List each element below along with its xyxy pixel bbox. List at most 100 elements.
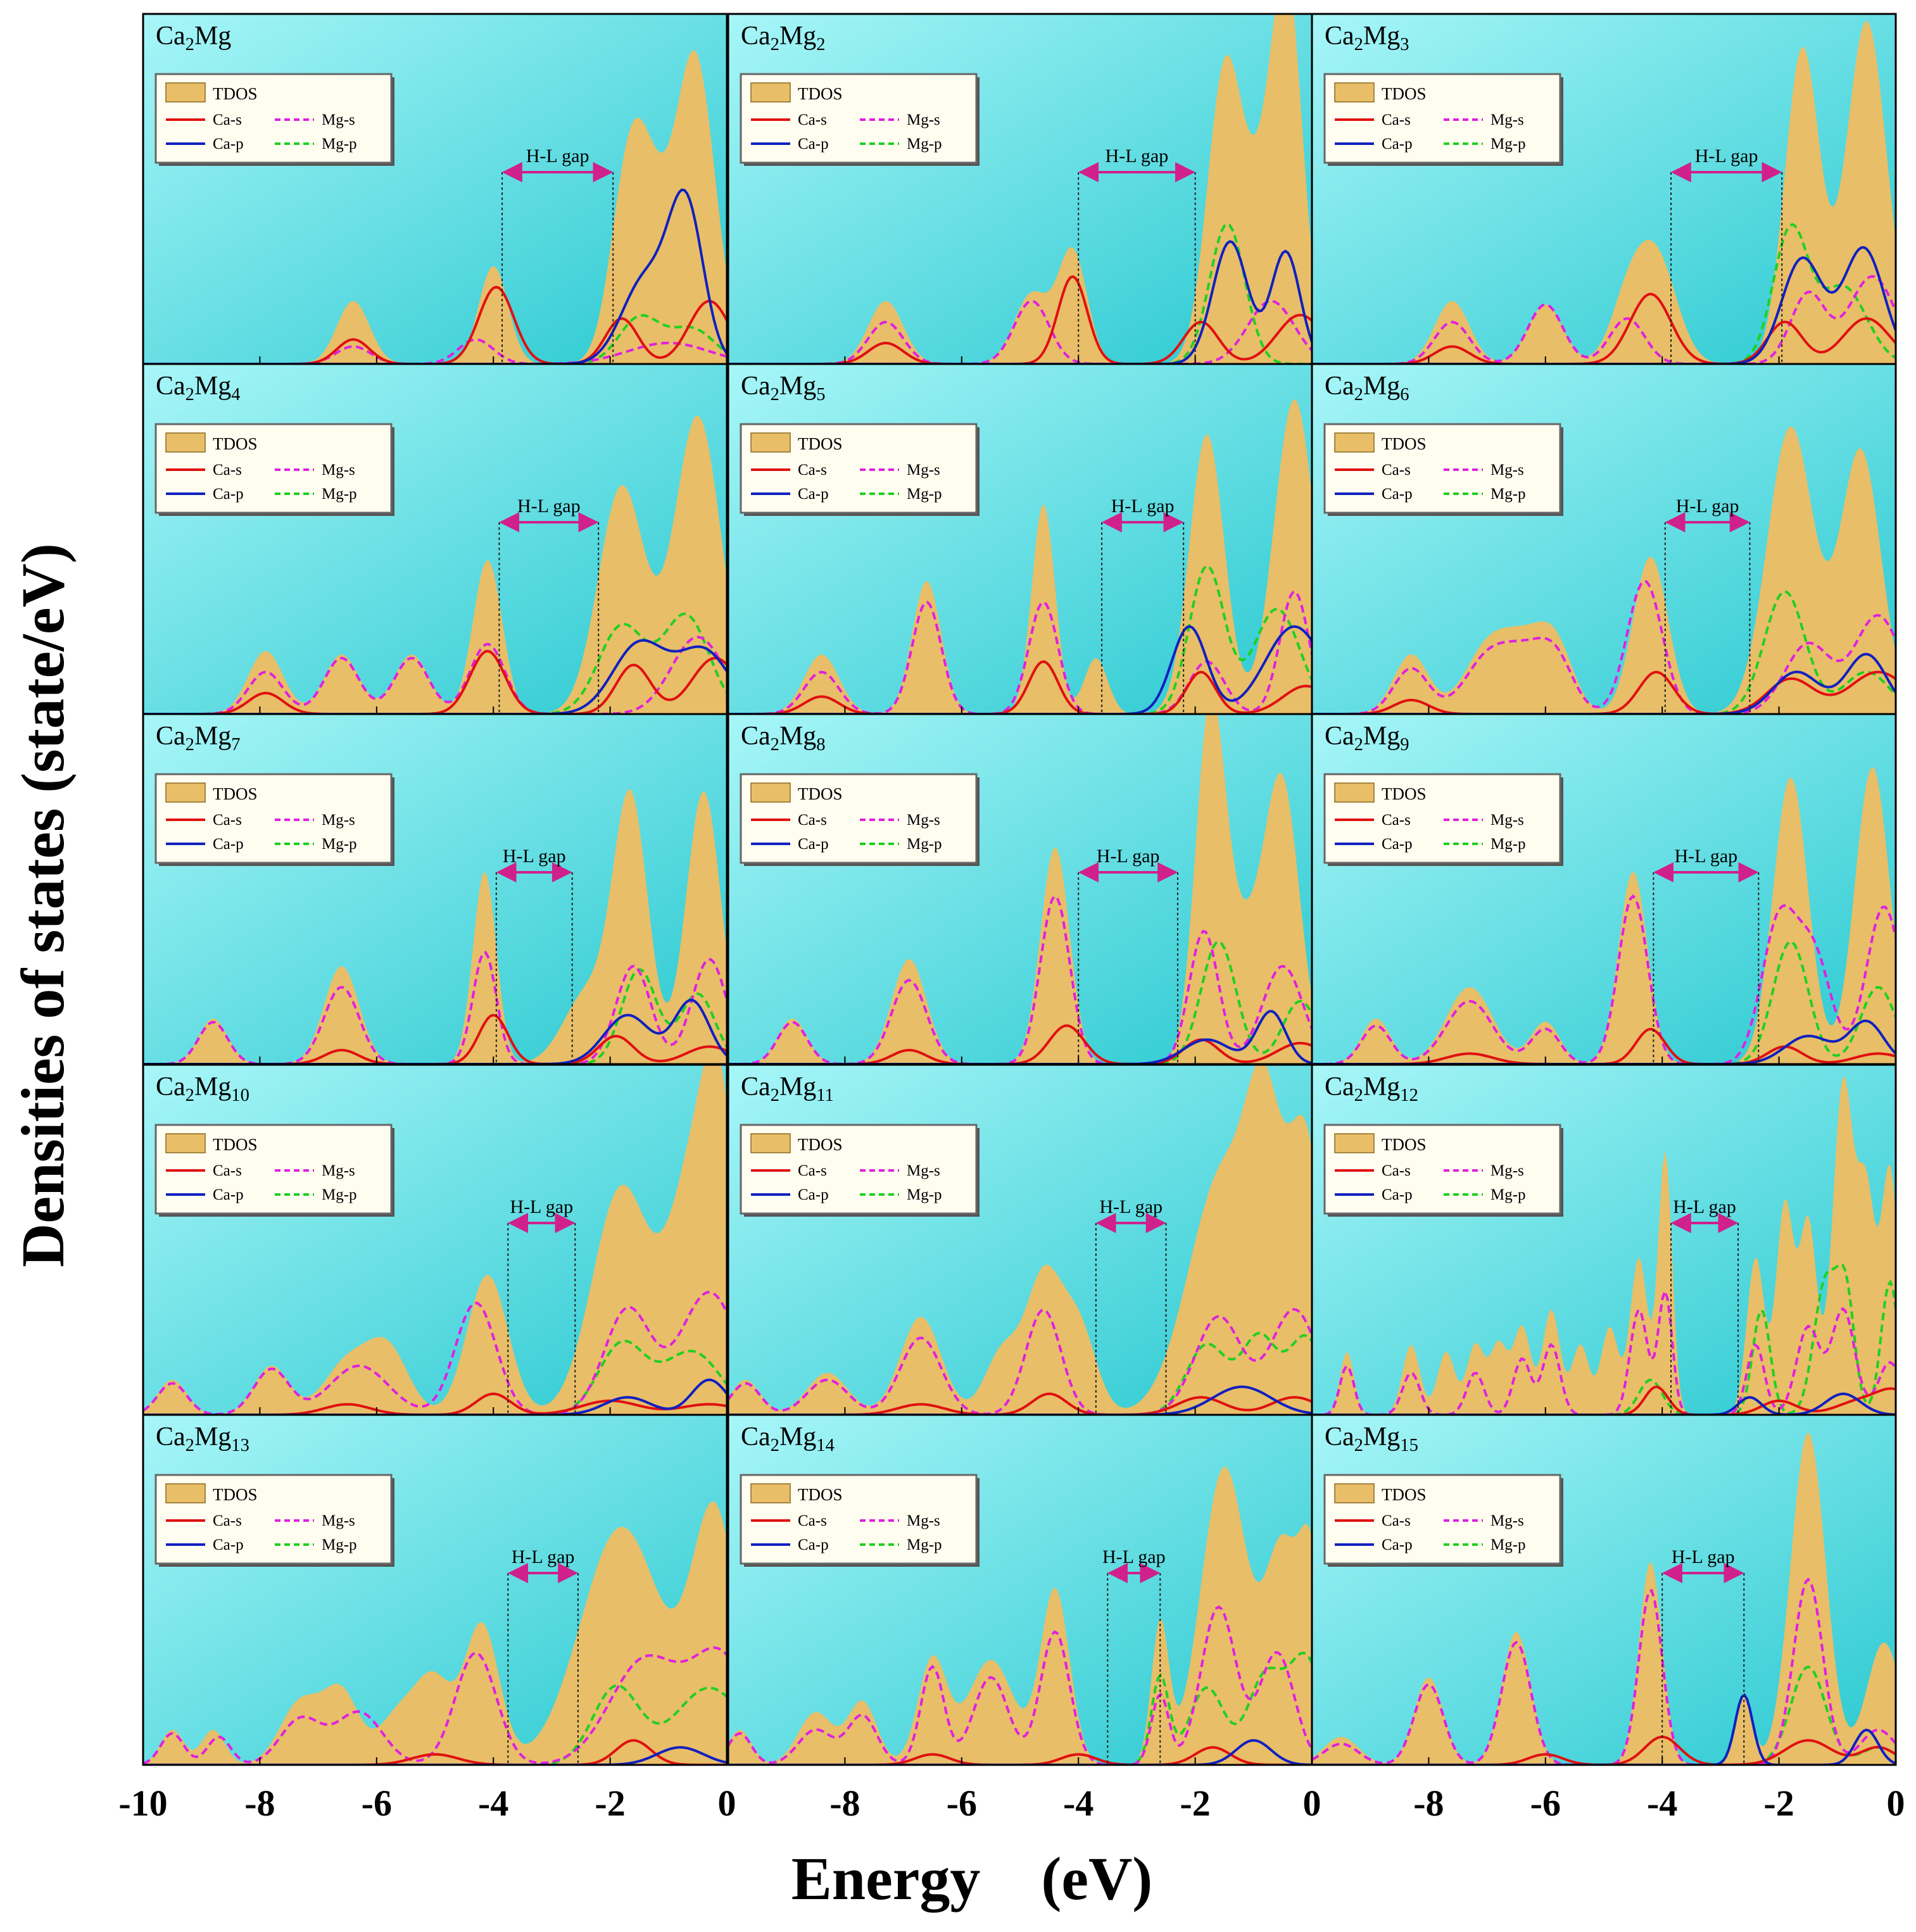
- legend-ca-p-label: Ca-p: [213, 1536, 244, 1553]
- gap-label: H-L gap: [517, 496, 581, 517]
- mg-s-line: [143, 636, 727, 714]
- legend-tdos-swatch: [1334, 782, 1375, 803]
- ca-p-line: [143, 998, 727, 1064]
- ca-s-line: [728, 660, 1312, 714]
- legend-mg-s-label: Mg-s: [907, 1162, 940, 1179]
- panel-title: Ca2Mg13: [156, 1422, 249, 1455]
- tdos-area: [143, 789, 727, 1064]
- legend-ca-p-label: Ca-p: [798, 486, 829, 503]
- legend-ca-p-label: Ca-p: [1382, 836, 1413, 853]
- legend-mg-p-label: Mg-p: [1491, 486, 1526, 503]
- dos-panel: H-L gap Ca2Mg11 TDOS Ca-s Mg-s Ca-p Mg-p: [727, 1063, 1313, 1416]
- panel-title: Ca2Mg3: [1325, 22, 1409, 54]
- legend-mg-p-label: Mg-p: [322, 836, 357, 853]
- gap-label: H-L gap: [1676, 496, 1739, 517]
- legend-ca-s-label: Ca-s: [798, 1162, 827, 1179]
- legend-ca-s-label: Ca-s: [798, 812, 827, 829]
- panel-title: Ca2Mg14: [741, 1422, 835, 1455]
- ca-s-line: [728, 1392, 1312, 1415]
- legend-ca-p-label: Ca-p: [1382, 1186, 1413, 1203]
- gap-label: H-L gap: [1106, 146, 1169, 166]
- dos-panel: H-L gap Ca2Mg TDOS Ca-s Mg-s Ca-p Mg-p: [142, 13, 728, 365]
- gap-label: H-L gap: [1672, 1546, 1735, 1567]
- legend-tdos-label: TDOS: [213, 784, 258, 803]
- x-tick-label: -8: [1413, 1783, 1444, 1824]
- legend-mg-p-label: Mg-p: [1491, 1536, 1526, 1553]
- legend-ca-s-label: Ca-s: [213, 461, 242, 479]
- legend-ca-s-label: Ca-s: [1382, 1162, 1411, 1179]
- panel-title: Ca2Mg7: [156, 722, 241, 755]
- mg-s-line: [143, 1291, 727, 1415]
- x-tick-label: -4: [478, 1783, 508, 1824]
- legend-mg-s-label: Mg-s: [907, 461, 940, 479]
- x-tick-label: -6: [362, 1783, 392, 1824]
- legend-ca-s-label: Ca-s: [798, 111, 827, 129]
- legend-tdos-swatch: [750, 82, 791, 103]
- ca-p-line: [728, 1739, 1312, 1765]
- x-tick-label: 0: [1887, 1783, 1905, 1824]
- legend-tdos-label: TDOS: [1382, 1485, 1427, 1504]
- gap-label: H-L gap: [1695, 146, 1758, 166]
- legend-ca-p-label: Ca-p: [213, 1186, 244, 1203]
- legend-ca-p-label: Ca-p: [1382, 486, 1413, 503]
- mg-p-line: [728, 940, 1312, 1064]
- panel-title: Ca2Mg11: [741, 1072, 834, 1105]
- dos-panel: H-L gap Ca2Mg8 TDOS Ca-s Mg-s Ca-p Mg-p: [727, 713, 1313, 1065]
- ca-p-line: [728, 1385, 1312, 1415]
- mg-s-line: [143, 950, 727, 1064]
- legend-tdos-label: TDOS: [1382, 1135, 1427, 1154]
- panel-title: Ca2Mg15: [1325, 1422, 1418, 1455]
- ca-p-line: [143, 1746, 727, 1765]
- dos-panel: H-L gap Ca2Mg6 TDOS Ca-s Mg-s Ca-p Mg-p: [1311, 363, 1897, 715]
- tdos-area: [1312, 1432, 1896, 1765]
- ca-p-line: [728, 1010, 1312, 1064]
- x-tick-label: -8: [244, 1783, 275, 1824]
- mg-s-line: [728, 1308, 1312, 1415]
- legend-mg-p-label: Mg-p: [907, 486, 942, 503]
- x-tick-label: -2: [595, 1783, 625, 1824]
- mg-s-line: [143, 338, 727, 364]
- ca-s-line: [1312, 1385, 1896, 1415]
- ca-p-line: [728, 240, 1312, 364]
- mg-p-line: [143, 1339, 727, 1415]
- dos-panel: H-L gap Ca2Mg13 TDOS Ca-s Mg-s Ca-p Mg-p: [142, 1414, 728, 1766]
- legend-tdos-swatch: [165, 1133, 206, 1153]
- legend-tdos-label: TDOS: [1382, 434, 1427, 453]
- mg-p-line: [143, 1684, 727, 1765]
- x-tick-label: -10: [118, 1783, 167, 1824]
- legend-mg-s-label: Mg-s: [1491, 111, 1524, 129]
- ca-p-line: [1312, 653, 1896, 714]
- gap-label: H-L gap: [1102, 1546, 1166, 1567]
- gap-label: H-L gap: [1675, 846, 1738, 867]
- legend-mg-s-label: Mg-s: [1491, 812, 1524, 829]
- x-tick-label: 0: [1303, 1783, 1321, 1824]
- mg-s-line: [143, 1646, 727, 1765]
- legend-tdos-label: TDOS: [213, 434, 258, 453]
- legend-mg-s-label: Mg-s: [322, 111, 355, 129]
- x-tick-label: -8: [829, 1783, 860, 1824]
- mg-s-line: [728, 590, 1312, 714]
- legend-mg-p-label: Mg-p: [907, 1186, 942, 1203]
- legend-mg-s-label: Mg-s: [907, 812, 940, 829]
- dos-panel: H-L gap Ca2Mg4 TDOS Ca-s Mg-s Ca-p Mg-p: [142, 363, 728, 715]
- mg-s-line: [1312, 1287, 1896, 1415]
- ca-p-line: [728, 625, 1312, 714]
- legend-ca-s-label: Ca-s: [213, 812, 242, 829]
- legend-tdos-swatch: [750, 782, 791, 803]
- legend-mg-p-label: Mg-p: [907, 1536, 942, 1553]
- legend-ca-s-label: Ca-s: [213, 111, 242, 129]
- legend-mg-s-label: Mg-s: [1491, 1512, 1524, 1529]
- legend-ca-p-label: Ca-p: [798, 1536, 829, 1553]
- legend-ca-s-label: Ca-s: [1382, 111, 1411, 129]
- tdos-area: [1312, 20, 1896, 364]
- dos-panel: H-L gap Ca2Mg14 TDOS Ca-s Mg-s Ca-p Mg-p: [727, 1414, 1313, 1766]
- legend-tdos-swatch: [165, 1483, 206, 1503]
- gap-label: H-L gap: [1111, 496, 1175, 517]
- legend-mg-s-label: Mg-s: [322, 461, 355, 479]
- dos-panel: H-L gap Ca2Mg10 TDOS Ca-s Mg-s Ca-p Mg-p: [142, 1063, 728, 1416]
- dos-panel: H-L gap Ca2Mg5 TDOS Ca-s Mg-s Ca-p Mg-p: [727, 363, 1313, 715]
- mg-p-line: [728, 1331, 1312, 1415]
- ca-p-line: [1312, 246, 1896, 364]
- legend-mg-s-label: Mg-s: [1491, 1162, 1524, 1179]
- ca-p-line: [1312, 1019, 1896, 1064]
